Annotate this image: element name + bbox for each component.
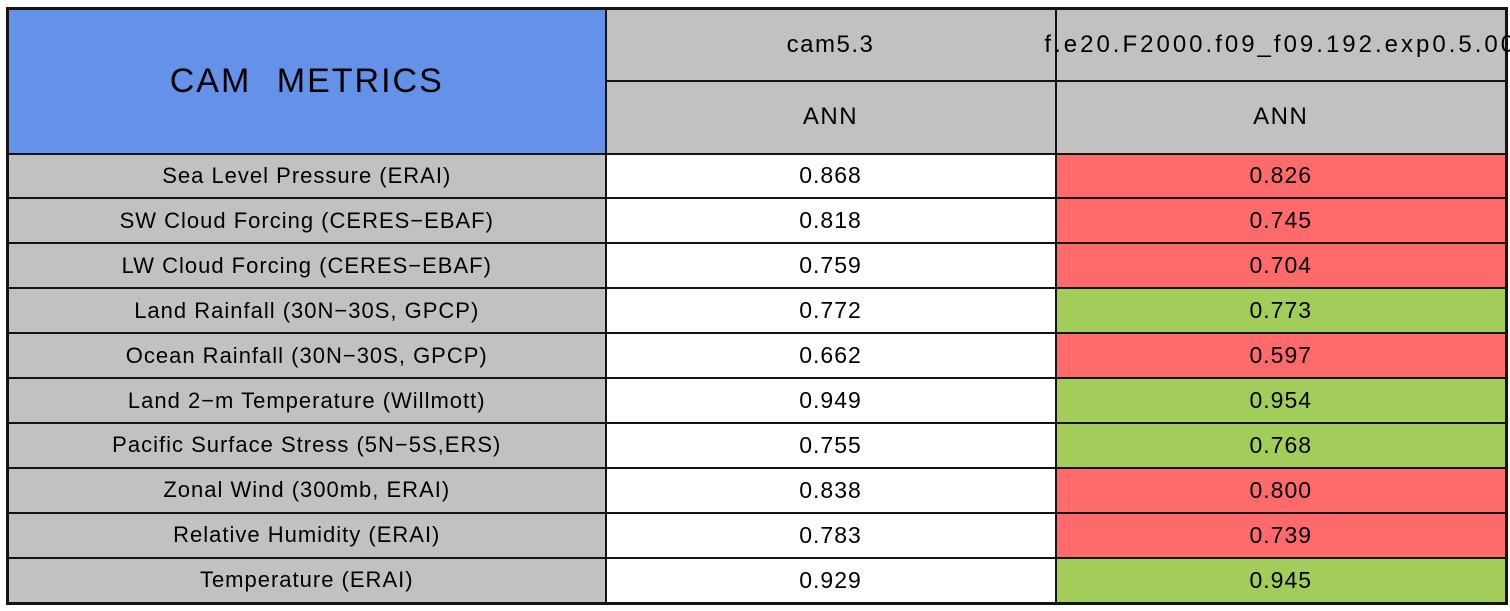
test-value: 0.768 (1054, 422, 1508, 469)
baseline-value: 0.662 (604, 332, 1057, 380)
baseline-value: 0.949 (604, 377, 1057, 425)
test-value: 0.745 (1054, 197, 1508, 245)
metric-label: Zonal Wind (300mb, ERAI) (6, 466, 607, 514)
test-model-label: f.e20.F2000.f09_f09.192.exp0.5.00 (1044, 30, 1510, 58)
baseline-value: 0.772 (604, 287, 1057, 335)
baseline-value: 0.818 (604, 197, 1057, 245)
baseline-value: 0.755 (604, 422, 1057, 469)
test-value: 0.597 (1054, 332, 1508, 380)
test-value: 0.945 (1054, 556, 1508, 605)
table-row: LW Cloud Forcing (CERES−EBAF) 0.759 0.70… (6, 242, 1508, 290)
table-row: Temperature (ERAI) 0.929 0.945 (6, 556, 1508, 605)
metric-label: Relative Humidity (ERAI) (6, 511, 607, 559)
cam-metrics-table-container: CAM METRICS cam5.3 f.e20.F2000.f09_f09.1… (6, 7, 1510, 605)
baseline-value: 0.759 (604, 242, 1057, 290)
table-row: Ocean Rainfall (30N−30S, GPCP) 0.662 0.5… (6, 332, 1508, 380)
baseline-value: 0.838 (604, 466, 1057, 514)
test-value: 0.800 (1054, 466, 1508, 514)
cam-metrics-table: CAM METRICS cam5.3 f.e20.F2000.f09_f09.1… (6, 7, 1510, 605)
metric-label: SW Cloud Forcing (CERES−EBAF) (6, 197, 607, 245)
test-value: 0.826 (1054, 152, 1508, 200)
metric-label: Sea Level Pressure (ERAI) (6, 152, 607, 200)
metric-label: Land 2−m Temperature (Willmott) (6, 377, 607, 425)
header-row-seasons: ANN ANN (8, 79, 1508, 155)
metric-label: LW Cloud Forcing (CERES−EBAF) (6, 242, 607, 290)
baseline-model-header: cam5.3 (604, 7, 1057, 82)
baseline-value: 0.929 (604, 556, 1057, 605)
metrics-table-body: CAM METRICS cam5.3 f.e20.F2000.f09_f09.1… (6, 7, 1510, 605)
metric-label: Ocean Rainfall (30N−30S, GPCP) (6, 332, 607, 380)
baseline-season-header: ANN (604, 79, 1057, 155)
table-row: Sea Level Pressure (ERAI) 0.868 0.826 (6, 152, 1508, 200)
test-value: 0.739 (1054, 511, 1508, 559)
metric-label: Temperature (ERAI) (6, 556, 607, 605)
metric-label: Pacific Surface Stress (5N−5S,ERS) (6, 422, 607, 469)
table-row: Relative Humidity (ERAI) 0.783 0.739 (6, 511, 1508, 559)
table-row: Land 2−m Temperature (Willmott) 0.949 0.… (6, 377, 1508, 425)
baseline-model-label: cam5.3 (786, 30, 875, 58)
test-season-header: ANN (1054, 79, 1508, 155)
test-value: 0.954 (1054, 377, 1508, 425)
baseline-value: 0.868 (604, 152, 1057, 200)
table-title: CAM METRICS (6, 7, 607, 155)
test-value: 0.704 (1054, 242, 1508, 290)
test-value: 0.773 (1054, 287, 1508, 335)
table-row: Pacific Surface Stress (5N−5S,ERS) 0.755… (6, 422, 1508, 469)
table-row: Zonal Wind (300mb, ERAI) 0.838 0.800 (6, 466, 1508, 514)
metric-label: Land Rainfall (30N−30S, GPCP) (6, 287, 607, 335)
baseline-value: 0.783 (604, 511, 1057, 559)
header-row-models: CAM METRICS cam5.3 f.e20.F2000.f09_f09.1… (6, 7, 1510, 155)
test-model-header: f.e20.F2000.f09_f09.192.exp0.5.00 (1044, 7, 1510, 82)
table-row: Land Rainfall (30N−30S, GPCP) 0.772 0.77… (6, 287, 1508, 335)
table-row: SW Cloud Forcing (CERES−EBAF) 0.818 0.74… (6, 197, 1508, 245)
